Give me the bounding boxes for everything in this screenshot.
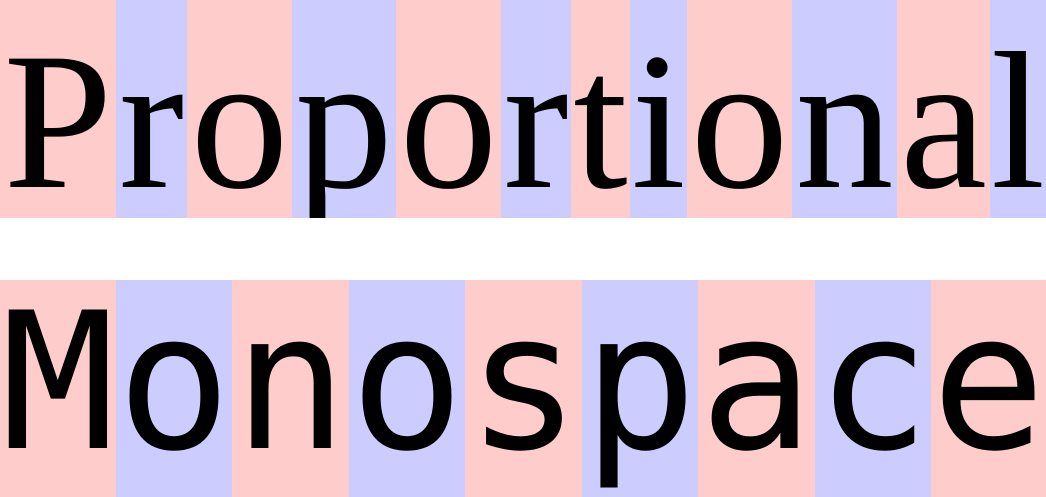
proportional-letter: l: [990, 13, 1046, 230]
monospace-letter: n: [233, 272, 348, 493]
monospace-letter-cell: o: [116, 280, 232, 497]
proportional-letter-cell: t: [571, 0, 630, 230]
monospace-letter: c: [815, 272, 931, 493]
monospace-letter: e: [931, 272, 1046, 493]
proportional-letter-cell: o: [187, 0, 292, 230]
proportional-word: P r o p o r t i o n a l: [0, 0, 1046, 230]
monospace-letter-cell: M: [0, 280, 116, 497]
proportional-letter: o: [690, 13, 789, 230]
proportional-letter: o: [190, 13, 289, 230]
proportional-letter-cell: i: [630, 0, 687, 230]
monospace-letter-cell: o: [349, 280, 465, 497]
monospace-letter: s: [466, 272, 581, 493]
proportional-letter: t: [573, 13, 628, 230]
proportional-letter: n: [795, 13, 894, 230]
proportional-letter-cell: P: [0, 0, 116, 230]
proportional-letter: a: [900, 13, 987, 230]
monospace-letter-cell: c: [815, 280, 931, 497]
proportional-letter-cell: a: [897, 0, 990, 230]
monospace-letter-cell: p: [582, 280, 698, 497]
proportional-letter: r: [503, 13, 569, 230]
proportional-letter-cell: r: [501, 0, 571, 230]
monospace-letter: a: [699, 272, 814, 493]
proportional-letter-cell: o: [396, 0, 501, 230]
monospace-letter: o: [349, 272, 465, 493]
monospace-letter: M: [0, 272, 116, 493]
proportional-letter: P: [3, 13, 113, 230]
monospace-letter-cell: a: [698, 280, 815, 497]
proportional-letter-cell: p: [292, 0, 396, 230]
proportional-letter: i: [631, 13, 686, 230]
proportional-letter: p: [295, 13, 393, 230]
proportional-letter-cell: o: [687, 0, 792, 230]
proportional-letter: r: [118, 13, 185, 230]
monospace-letter-cell: e: [931, 280, 1046, 497]
proportional-letter-cell: n: [792, 0, 897, 230]
proportional-letter: o: [399, 13, 498, 230]
proportional-letter-cell: l: [990, 0, 1046, 230]
monospace-letter: o: [116, 272, 232, 493]
monospace-word: M o n o s p a c e: [0, 280, 1046, 497]
monospace-letter-cell: n: [232, 280, 349, 497]
divider-gap: [0, 218, 1046, 280]
proportional-letter-cell: r: [116, 0, 187, 230]
monospace-letter-cell: s: [465, 280, 582, 497]
monospace-letter: p: [582, 272, 698, 493]
